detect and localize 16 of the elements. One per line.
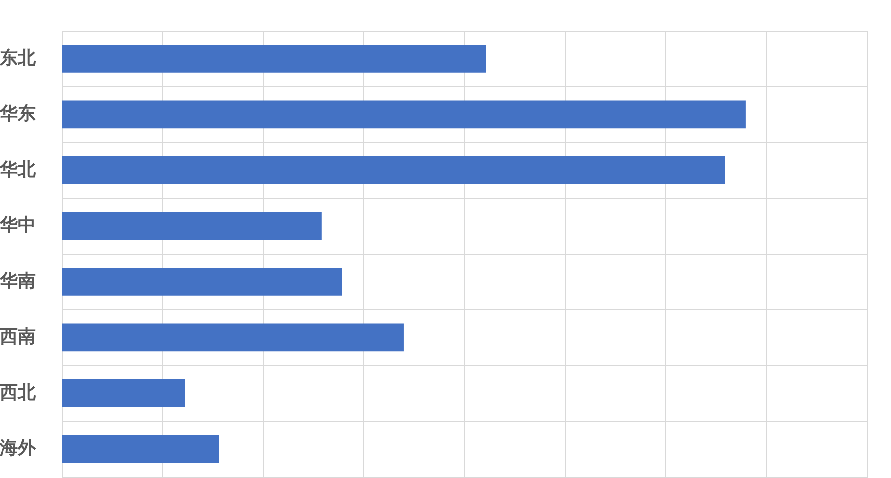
y-tick-label: 西南 (0, 326, 36, 347)
bar (62, 212, 322, 240)
bar (62, 435, 220, 464)
y-tick-label: 海外 (0, 438, 37, 458)
bar (62, 44, 486, 73)
y-tick-label: 东北 (0, 48, 37, 68)
bar (62, 156, 726, 184)
bar (62, 100, 746, 129)
y-tick-label: 华东 (0, 104, 36, 124)
y-tick-label: 华北 (0, 159, 37, 180)
y-tick-label: 华中 (0, 215, 36, 236)
bar (62, 324, 404, 352)
bar (62, 268, 342, 296)
y-tick-label: 华南 (0, 270, 36, 291)
bar (62, 379, 186, 408)
y-tick-label: 西北 (0, 382, 37, 402)
